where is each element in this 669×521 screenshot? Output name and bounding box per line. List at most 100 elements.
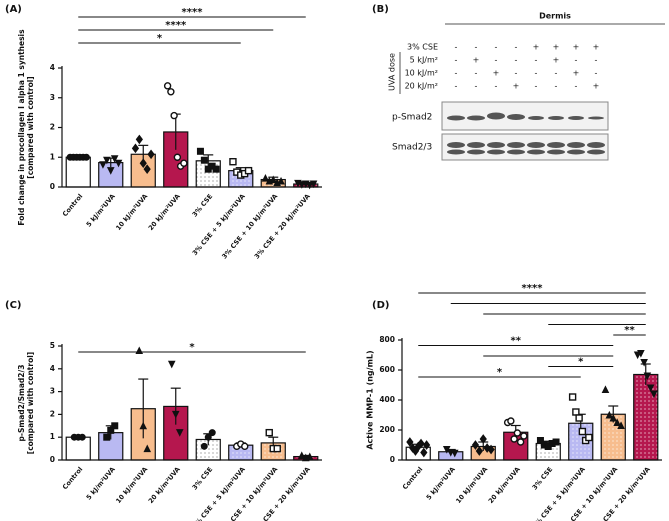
data-point [578, 427, 587, 436]
sign: - [455, 82, 458, 91]
significance-label: **** [522, 283, 544, 294]
data-point [180, 159, 188, 167]
x-tick-label: 3% CSE [191, 192, 215, 218]
x-tick-label: Control [61, 465, 84, 491]
sign: - [495, 56, 498, 65]
data-point [406, 437, 414, 447]
bands [447, 112, 605, 155]
data-point [229, 158, 237, 166]
data-point [605, 410, 614, 419]
y-tick-label: 800 [379, 335, 395, 344]
data-point [575, 414, 583, 422]
data-point [297, 451, 306, 459]
data-point [163, 82, 172, 90]
sign: - [495, 82, 498, 91]
x-tick-label: 3% CSE + 20 kJ/m²UVA [593, 465, 652, 521]
data-point [135, 134, 143, 145]
tissue-label: Dermis [539, 12, 571, 21]
x-tick-label: 3% CSE + 10 kJ/m²UVA [220, 192, 279, 260]
x-tick-label: 10 kJ/m²UVA [114, 192, 149, 232]
data-point [143, 164, 151, 174]
y-tick-label: 2 [50, 123, 55, 132]
sign: - [495, 43, 498, 52]
blot-image [441, 101, 609, 131]
bar [65, 156, 91, 188]
data-point [143, 444, 152, 453]
y-tick-label: 0 [50, 455, 55, 464]
y-tick-label: 4 [50, 63, 55, 72]
data-point [601, 385, 610, 393]
x-tick-label: 10 kJ/m²UVA [114, 465, 149, 505]
sign: + [473, 56, 480, 65]
data-point [196, 147, 204, 155]
x-tick-label: 3% CSE + 20 kJ/m²UVA [253, 465, 312, 521]
data-point [309, 180, 318, 189]
y-axis-label: Active MMP-1 (ng/mL) [366, 350, 375, 449]
significance-label: ** [511, 336, 522, 347]
data-point [650, 390, 658, 399]
data-point [261, 173, 270, 182]
sign: - [595, 56, 598, 65]
y-tick-label: 400 [379, 395, 395, 404]
data-point [99, 161, 107, 169]
data-point [204, 433, 212, 441]
data-point [536, 437, 544, 444]
data-point [422, 440, 431, 450]
data-point [510, 435, 518, 443]
x-tick-label: 10 kJ/m²UVA [454, 465, 489, 505]
sign: + [533, 43, 540, 52]
sign: - [575, 82, 578, 91]
data-point [167, 88, 175, 96]
sign: + [553, 56, 560, 65]
x-tick-label: 20 kJ/m²UVA [147, 192, 182, 232]
row-label: 5 kJ/m² [410, 56, 438, 65]
data-point [475, 446, 483, 456]
x-tick-label: 3% CSE + 20 kJ/m²UVA [253, 192, 312, 260]
y-axis-label: Fold change in procollagen I alpha 1 syn… [17, 29, 26, 226]
data-point [167, 360, 176, 369]
significance-label: **** [165, 20, 187, 31]
data-point [277, 176, 285, 185]
sign: - [535, 69, 538, 78]
data-point [613, 418, 621, 426]
y-tick-label: 200 [379, 425, 395, 434]
sign: - [475, 43, 478, 52]
significance-label: * [497, 367, 503, 378]
sign: - [475, 69, 478, 78]
sign: - [515, 43, 518, 52]
x-tick-label: 20 kJ/m²UVA [147, 465, 182, 505]
y-tick-label: 5 [50, 341, 55, 350]
data-point [585, 433, 593, 442]
x-tick-label: Control [61, 192, 84, 218]
panel-label: (C) [5, 300, 21, 311]
row-label: 10 kJ/m² [405, 69, 438, 78]
data-point [513, 429, 522, 437]
significance-label: * [157, 33, 163, 44]
data-point [520, 432, 528, 440]
data-point [173, 153, 182, 161]
sign: + [573, 69, 580, 78]
data-point [450, 449, 459, 458]
sign: - [455, 43, 458, 52]
data-point [269, 175, 278, 184]
bar [633, 373, 659, 461]
significance-label: * [578, 357, 584, 368]
y-tick-label: 1 [50, 152, 55, 161]
sign: + [573, 43, 580, 52]
data-point [417, 438, 425, 449]
data-point [139, 158, 147, 169]
data-point [131, 143, 140, 154]
data-point [241, 442, 249, 451]
row-label: 20 kJ/m² [405, 82, 438, 91]
data-point [420, 447, 428, 458]
data-point [114, 159, 123, 168]
band-label: Smad2/3 [392, 143, 432, 153]
x-tick-label: 3% CSE [531, 465, 555, 491]
sign: - [475, 82, 478, 91]
significance-label: ** [624, 325, 635, 336]
blot-panel: (B) Dermis UVA dose p-Smad2 Smad2/3 [372, 4, 665, 161]
data-point [82, 153, 90, 161]
data-point [78, 433, 86, 441]
sign: + [493, 69, 500, 78]
